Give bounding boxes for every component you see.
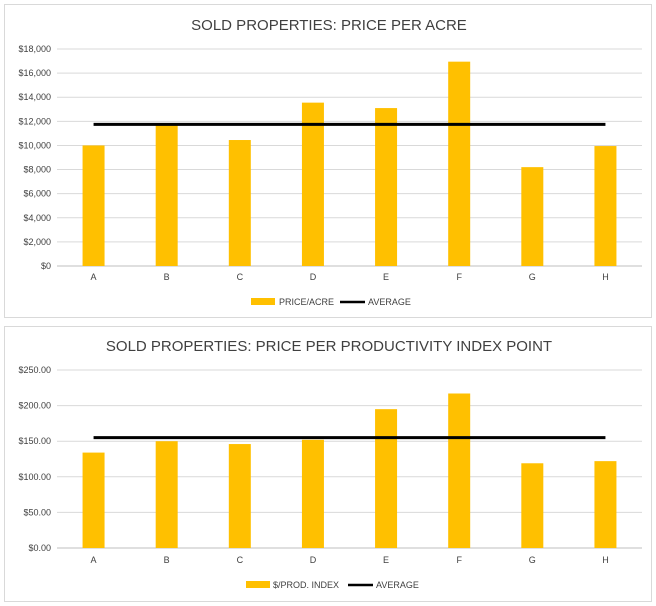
price-per-productivity-index-svg: SOLD PROPERTIES: PRICE PER PRODUCTIVITY … bbox=[18, 338, 642, 590]
x-tick-label: F bbox=[456, 272, 462, 282]
x-tick-label: B bbox=[164, 272, 170, 282]
y-tick-label: $14,000 bbox=[18, 92, 51, 102]
x-tick-label: A bbox=[91, 555, 97, 565]
bar-f bbox=[448, 393, 471, 548]
price-per-productivity-index-chart: SOLD PROPERTIES: PRICE PER PRODUCTIVITY … bbox=[4, 326, 652, 602]
bar-c bbox=[228, 444, 251, 548]
y-tick-label: $8,000 bbox=[23, 165, 51, 175]
x-tick-label: G bbox=[529, 272, 536, 282]
x-tick-label: E bbox=[383, 555, 389, 565]
x-tick-label: E bbox=[383, 272, 389, 282]
bar-d bbox=[301, 102, 324, 267]
y-tick-label: $12,000 bbox=[18, 116, 51, 126]
x-tick-label: C bbox=[237, 555, 244, 565]
x-tick-label: B bbox=[164, 555, 170, 565]
x-tick-label: A bbox=[91, 272, 97, 282]
y-tick-label: $0 bbox=[41, 261, 51, 271]
price-per-acre-svg: SOLD PROPERTIES: PRICE PER ACRE $0 $2,000… bbox=[18, 17, 642, 307]
x-tick-label: H bbox=[602, 272, 609, 282]
bar-g bbox=[521, 167, 544, 266]
y-tick-label: $16,000 bbox=[18, 68, 51, 78]
y-tick-label: $50.00 bbox=[23, 507, 51, 517]
x-tick-label: D bbox=[310, 272, 317, 282]
x-tick-label: G bbox=[529, 555, 536, 565]
y-tick-label: $10,000 bbox=[18, 140, 51, 150]
y-tick-label: $100.00 bbox=[18, 472, 51, 482]
y-tick-label: $6,000 bbox=[23, 189, 51, 199]
legend-label-average: AVERAGE bbox=[376, 580, 419, 590]
y-tick-label: $150.00 bbox=[18, 436, 51, 446]
bar-e bbox=[375, 409, 398, 548]
bar-b bbox=[155, 441, 178, 548]
x-tick-label: C bbox=[237, 272, 244, 282]
chart-title: SOLD PROPERTIES: PRICE PER PRODUCTIVITY … bbox=[106, 338, 552, 355]
price-per-acre-chart: SOLD PROPERTIES: PRICE PER ACRE $0 $2,000… bbox=[4, 4, 652, 318]
bar-d bbox=[301, 439, 324, 548]
legend-label-prod-index: $/PROD. INDEX bbox=[273, 580, 339, 590]
y-tick-label: $4,000 bbox=[23, 213, 51, 223]
y-tick-label: $0.00 bbox=[28, 543, 51, 553]
y-tick-label: $200.00 bbox=[18, 401, 51, 411]
x-tick-label: H bbox=[602, 555, 609, 565]
bar-h bbox=[594, 461, 617, 548]
bar-a bbox=[82, 145, 105, 266]
legend-swatch-prod-index bbox=[246, 581, 270, 588]
y-tick-label: $250.00 bbox=[18, 365, 51, 375]
y-tick-label: $2,000 bbox=[23, 237, 51, 247]
bar-g bbox=[521, 463, 544, 548]
legend: $/PROD. INDEX AVERAGE bbox=[246, 580, 419, 590]
bar-a bbox=[82, 452, 105, 548]
y-tick-label: $18,000 bbox=[18, 44, 51, 54]
bar-h bbox=[594, 146, 617, 266]
bar-e bbox=[375, 108, 398, 266]
x-tick-label: F bbox=[456, 555, 462, 565]
bar-f bbox=[448, 61, 471, 267]
bar-b bbox=[155, 124, 178, 266]
chart-title: SOLD PROPERTIES: PRICE PER ACRE bbox=[191, 17, 467, 34]
legend-label-price-acre: PRICE/ACRE bbox=[279, 297, 334, 307]
bar-c bbox=[228, 140, 251, 266]
legend-swatch-price-acre bbox=[251, 298, 275, 305]
legend-label-average: AVERAGE bbox=[368, 297, 411, 307]
legend: PRICE/ACRE AVERAGE bbox=[251, 297, 411, 307]
x-tick-label: D bbox=[310, 555, 317, 565]
